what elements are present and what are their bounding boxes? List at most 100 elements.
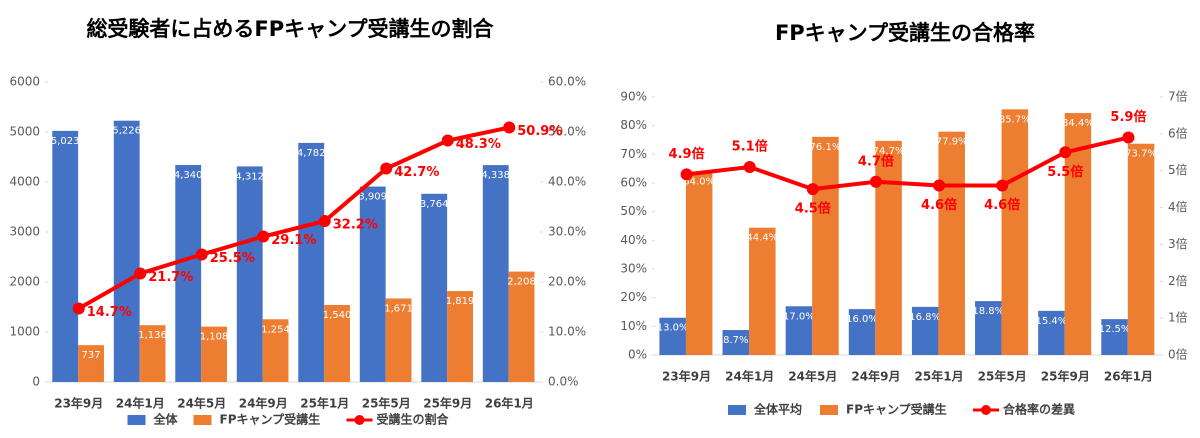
x-tick-label: 25年5月 [362, 396, 411, 411]
y-tick-label: 3000 [9, 225, 40, 239]
y-tick-label: 50% [620, 204, 647, 218]
y2-tick-label: 60.0% [548, 75, 586, 89]
y-tick-label: 40% [620, 233, 647, 247]
data-label: 4,312 [235, 171, 264, 182]
data-label: 5.1倍 [732, 139, 768, 155]
data-label: 3,764 [420, 199, 449, 210]
y-tick-label: 0 [32, 375, 40, 389]
data-label: 44.4% [746, 233, 778, 244]
bar [52, 130, 79, 382]
bar [175, 165, 202, 382]
bar [938, 131, 965, 355]
y2-tick-label: 40.0% [548, 175, 586, 189]
data-label: 4.6倍 [984, 197, 1020, 213]
bar [262, 319, 289, 382]
line-marker [996, 179, 1009, 192]
line-marker [869, 175, 882, 188]
data-label: 4,782 [297, 148, 326, 159]
bar [1127, 143, 1155, 355]
data-label: 4,338 [481, 170, 510, 181]
legend-label: FPキャンプ受講生 [846, 402, 947, 417]
x-tick-label: 23年9月 [54, 396, 103, 411]
data-label: 42.7% [394, 165, 439, 180]
data-label: 737 [82, 350, 101, 361]
data-label: 85.7% [999, 114, 1031, 125]
data-label: 32.2% [333, 218, 378, 233]
data-label: 1,254 [261, 324, 290, 335]
line-marker [1059, 146, 1072, 159]
data-label: 18.8% [972, 306, 1004, 317]
data-label: 8.7% [723, 335, 748, 346]
data-label: 76.1% [810, 142, 842, 153]
data-label: 14.7% [87, 305, 132, 320]
legend-swatch [981, 405, 991, 415]
y2-tick-label: 0.0% [548, 375, 579, 389]
x-tick-label: 23年9月 [662, 369, 711, 384]
legend-swatch [820, 405, 838, 415]
x-tick-label: 24年9月 [239, 396, 288, 411]
x-tick-label: 24年9月 [851, 369, 900, 384]
y2-tick-label: 1倍 [1168, 310, 1188, 325]
bar [236, 166, 263, 382]
line-marker [380, 162, 393, 175]
legend-label: 全体平均 [753, 402, 802, 417]
data-label: 29.1% [271, 233, 316, 248]
y-tick-label: 20% [620, 290, 647, 304]
bar [139, 325, 166, 382]
data-label: 74.7% [873, 146, 905, 157]
data-label: 5,023 [51, 136, 80, 147]
data-label: 4.7倍 [858, 153, 894, 169]
data-label: 5.5倍 [1047, 164, 1083, 180]
data-label: 48.3% [456, 137, 501, 152]
line [77, 125, 510, 311]
data-label: 1,819 [446, 296, 475, 307]
y2-tick-label: 0倍 [1168, 347, 1188, 362]
chart-title: FPキャンプ受講生の合格率 [775, 21, 1035, 45]
bar [421, 193, 448, 382]
bar [1038, 310, 1065, 355]
line-marker [680, 168, 693, 181]
data-label: 16.8% [909, 312, 941, 323]
legend-swatch [728, 405, 746, 415]
y2-tick-label: 6倍 [1168, 125, 1188, 140]
chart-title: 総受験者に占めるFPキャンプ受講生の割合 [86, 17, 494, 41]
line-marker [257, 230, 270, 243]
data-label: 5.9倍 [1110, 109, 1146, 125]
x-tick-label: 24年5月 [788, 369, 837, 384]
data-label: 4,340 [174, 170, 203, 181]
y2-tick-label: 7倍 [1168, 89, 1188, 104]
y-tick-label: 1000 [9, 325, 40, 339]
y-tick-label: 90% [620, 90, 647, 104]
bar [685, 171, 713, 355]
y2-tick-label: 50.0% [548, 125, 586, 139]
line-marker [743, 161, 756, 174]
bar [875, 140, 902, 355]
x-tick-label: 24年1月 [725, 369, 774, 384]
data-label: 25.5% [210, 251, 255, 266]
bar [113, 120, 140, 382]
legend-swatch [127, 415, 146, 425]
x-tick-label: 25年9月 [423, 396, 472, 411]
y-tick-label: 80% [620, 118, 647, 132]
bar [482, 165, 509, 382]
y2-tick-label: 20.0% [548, 275, 586, 289]
data-label: 13.0% [657, 323, 689, 334]
line-marker [72, 302, 85, 315]
x-tick-label: 25年5月 [978, 369, 1027, 384]
bar [359, 186, 386, 382]
bar [78, 345, 104, 382]
data-label: 1,108 [200, 332, 229, 343]
bar [385, 298, 412, 382]
data-label: 50.9% [517, 124, 562, 139]
bar [812, 136, 839, 355]
bar [447, 291, 473, 382]
data-label: 77.9% [936, 137, 968, 148]
y2-tick-label: 10.0% [548, 325, 586, 339]
line-marker [134, 267, 147, 280]
line-marker [318, 215, 331, 227]
y-tick-label: 0% [628, 348, 647, 362]
line-marker [195, 248, 208, 261]
y-tick-label: 6000 [9, 75, 40, 89]
x-tick-label: 25年9月 [1041, 369, 1090, 384]
